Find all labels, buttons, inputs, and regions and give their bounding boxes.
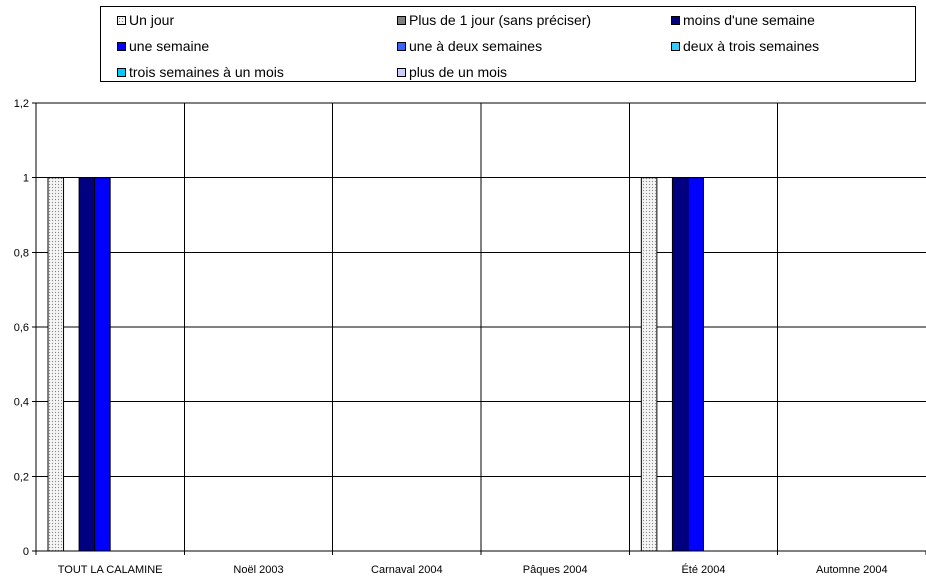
legend-swatch-deux-a-trois-semaines [671,41,680,51]
legend-swatch-une-semaine [117,41,126,51]
legend-item-une-a-deux-semaines: une à deux semaines [397,38,542,54]
legend-item-une-semaine: une semaine [117,38,209,54]
chart-legend: Un jour Plus de 1 jour (sans préciser) m… [100,6,916,82]
x-category-label: Carnaval 2004 [371,564,443,576]
legend-label-moins-d-une-semaine: moins d'une semaine [683,12,815,28]
bar-un-jour [640,177,658,552]
legend-label-trois-semaines-a-un-mois: trois semaines à un mois [129,64,284,80]
legend-item-plus-de-1-jour: Plus de 1 jour (sans préciser) [397,12,591,28]
bar-moins-d-une-semaine [671,177,689,552]
legend-swatch-moins-d-une-semaine [671,15,680,25]
legend-swatch-plus-de-un-mois [397,67,406,77]
y-tick-label: 0,4 [14,397,29,409]
bar-une-semaine [94,177,111,552]
legend-item-plus-de-un-mois: plus de un mois [397,64,507,80]
legend-label-plus-de-un-mois: plus de un mois [409,64,508,80]
legend-label-deux-a-trois-semaines: deux à trois semaines [683,38,820,54]
y-tick-label: 0 [23,546,29,558]
legend-label-plus-de-1-jour: Plus de 1 jour (sans préciser) [409,12,592,28]
legend-item-trois-semaines-a-un-mois: trois semaines à un mois [117,64,284,80]
axes-layer [32,102,926,555]
y-tick-label: 0,8 [14,247,29,259]
legend-label-une-semaine: une semaine [129,38,210,54]
x-category-label: Automne 2004 [816,564,888,576]
y-tick-label: 1,2 [14,98,29,110]
x-category-label: Été 2004 [681,563,725,576]
legend-label-une-a-deux-semaines: une à deux semaines [409,38,543,54]
bars-layer [47,177,704,552]
x-category-label: Noël 2003 [233,564,283,576]
legend-item-moins-d-une-semaine: moins d'une semaine [671,12,815,28]
labels-layer: 0 0,2 0,4 0,6 0,8 1 1,2 TOUT LA CALAMINE Noël 20… [14,98,888,576]
legend-swatch-un-jour [117,15,126,25]
bar-moins-d-une-semaine [78,177,96,552]
bar-un-jour [47,177,65,552]
legend-item-un-jour: Un jour [117,12,174,28]
legend-swatch-plus-de-1-jour [397,15,406,25]
legend-item-deux-a-trois-semaines: deux à trois semaines [671,38,819,54]
bar-une-semaine [687,177,704,552]
x-category-label: TOUT LA CALAMINE [58,564,163,576]
y-tick-label: 0,2 [14,471,29,483]
legend-label-un-jour: Un jour [129,12,175,28]
x-category-label: Pâques 2004 [523,564,588,576]
y-tick-label: 0,6 [14,322,29,334]
legend-swatch-une-a-deux-semaines [397,41,406,51]
grid-layer [36,102,926,551]
y-tick-label: 1 [23,173,29,185]
legend-swatch-trois-semaines-a-un-mois [117,67,126,77]
